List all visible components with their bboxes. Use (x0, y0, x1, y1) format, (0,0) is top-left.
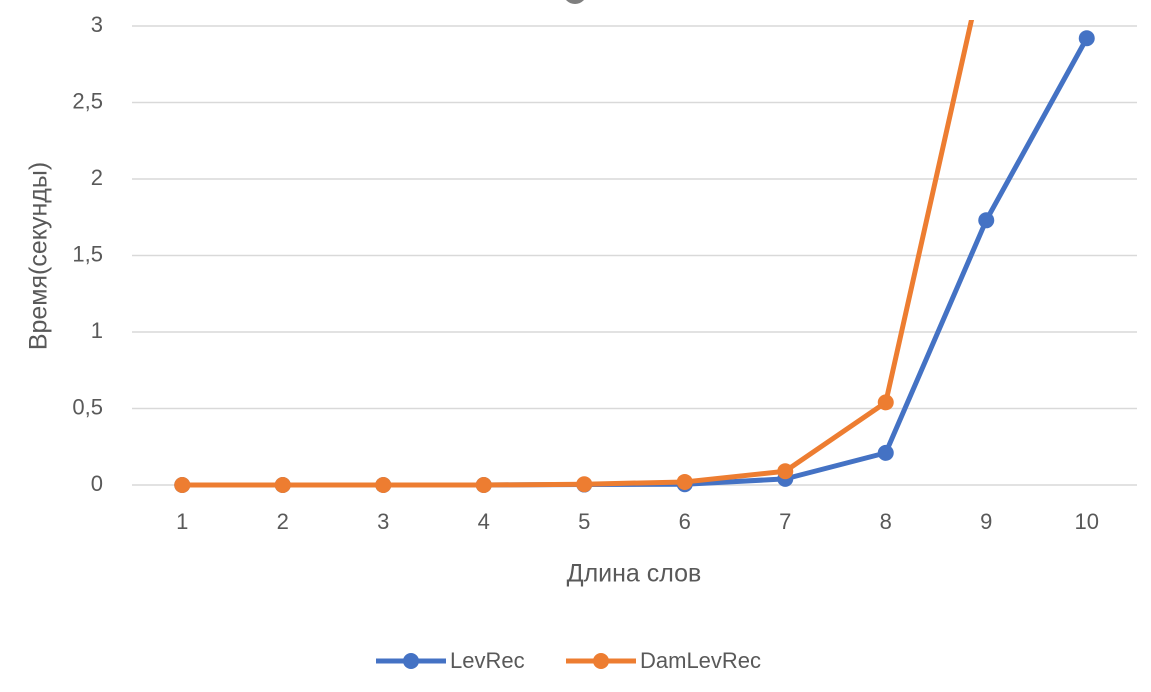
y-tick-label: 2,5 (72, 88, 103, 113)
y-tick-label: 1 (91, 318, 103, 343)
data-point (676, 473, 693, 490)
data-point (877, 394, 894, 411)
grid: 0 0,5 1 1,5 2 2,5 3 1 2 3 4 5 6 7 8 9 10 (72, 12, 1137, 534)
x-axis-title: Длина слов (567, 560, 702, 588)
x-tick-label: 9 (980, 509, 992, 534)
y-tick-label: 0,5 (72, 394, 103, 419)
data-point (274, 477, 291, 493)
x-tick-label: 4 (478, 509, 490, 534)
legend-label: DamLevRec (640, 648, 761, 673)
x-tick-label: 7 (779, 509, 791, 534)
x-tick-label: 3 (377, 509, 389, 534)
data-point (978, 212, 995, 229)
x-tick-label: 1 (176, 509, 188, 534)
data-point (1078, 30, 1095, 47)
title-fragment (566, 0, 584, 4)
data-point (576, 476, 593, 493)
legend: LevRec DamLevRec (376, 648, 761, 673)
x-tick-label: 10 (1075, 509, 1099, 534)
x-tick-label: 6 (679, 509, 691, 534)
y-tick-label: 3 (91, 12, 103, 37)
data-point (877, 444, 894, 461)
y-tick-label: 1,5 (72, 241, 103, 266)
legend-marker (593, 653, 609, 669)
data-point (174, 477, 191, 493)
plot-area (174, 20, 1095, 493)
y-axis-title: Время(секунды) (25, 162, 53, 350)
legend-label: LevRec (450, 648, 525, 673)
series-line (182, 20, 975, 488)
legend-marker (403, 653, 419, 669)
y-tick-label: 2 (91, 165, 103, 190)
data-point (777, 463, 794, 480)
y-tick-label: 0 (91, 471, 103, 496)
x-tick-label: 2 (277, 509, 289, 534)
data-point (475, 477, 492, 493)
x-tick-label: 5 (578, 509, 590, 534)
data-point (375, 477, 392, 493)
x-tick-label: 8 (880, 509, 892, 534)
